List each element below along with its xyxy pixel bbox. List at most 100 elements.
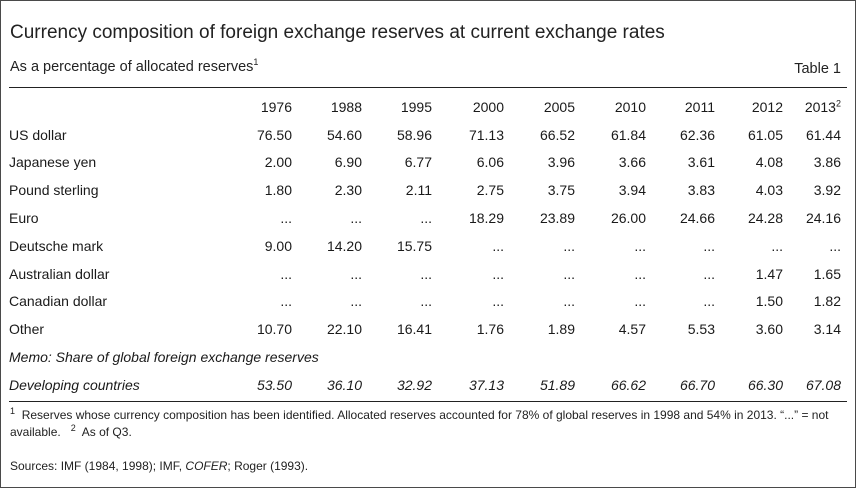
table-cell: 15.75 — [396, 237, 432, 254]
table-cell: 6.77 — [404, 154, 432, 171]
page-title: Currency composition of foreign exchange… — [10, 22, 665, 43]
row-label: Australian dollar — [9, 265, 110, 282]
table-cell: ... — [350, 265, 362, 282]
column-footnote-mark: 2 — [835, 98, 841, 109]
table-cell: 1.50 — [755, 293, 783, 310]
table-cell: ... — [634, 265, 646, 282]
column-header: 2005 — [543, 98, 575, 115]
header-empty — [9, 93, 223, 121]
table-cell: 2.30 — [334, 182, 362, 199]
table-cell: 3.60 — [755, 321, 783, 338]
column-header: 1976 — [260, 98, 292, 115]
table-cell: 1.65 — [813, 265, 841, 282]
table-cell: 3.96 — [547, 154, 575, 171]
row-label: Canadian dollar — [9, 293, 108, 310]
footnote-1-mark: 1 — [10, 406, 16, 416]
table-cell: 3.61 — [687, 154, 715, 171]
table-cell: 16.41 — [396, 321, 432, 338]
table-cell: 2.75 — [476, 182, 504, 199]
table-cell: 3.66 — [618, 154, 646, 171]
table-cell: 10.70 — [256, 321, 292, 338]
sources-line: Sources: IMF (1984, 1998); IMF, COFER; R… — [10, 459, 308, 473]
subtitle: As a percentage of allocated reserves1 — [10, 58, 258, 75]
table-cell: ... — [771, 237, 783, 254]
row-label: US dollar — [9, 126, 67, 143]
table-row: Other 10.70 22.10 16.41 1.76 1.89 4.57 5… — [9, 315, 849, 343]
table-cell: 76.50 — [256, 126, 292, 143]
table-cell: ... — [280, 210, 292, 227]
table-cell: ... — [634, 237, 646, 254]
column-header: 2012 — [751, 98, 783, 115]
column-header-text: 2013 — [804, 98, 836, 115]
table-cell: ... — [492, 293, 504, 310]
table-cell: 36.10 — [326, 376, 362, 393]
table-cell: 66.70 — [679, 376, 715, 393]
table-cell: ... — [829, 237, 841, 254]
table-cell: ... — [703, 237, 715, 254]
table-cell: 9.00 — [264, 237, 292, 254]
table-cell: 66.52 — [539, 126, 575, 143]
table-row: Japanese yen 2.00 6.90 6.77 6.06 3.96 3.… — [9, 149, 849, 177]
table-body: US dollar 76.50 54.60 58.96 71.13 66.52 … — [9, 121, 849, 399]
table-cell: 18.29 — [468, 210, 504, 227]
subtitle-text: As a percentage of allocated reserves — [10, 59, 254, 75]
top-rule — [9, 87, 847, 88]
table-cell: ... — [703, 293, 715, 310]
table-cell: 5.53 — [687, 321, 715, 338]
row-label: Deutsche mark — [9, 237, 104, 254]
table-cell: 24.28 — [747, 210, 783, 227]
column-header: 2000 — [472, 98, 504, 115]
table-cell: ... — [703, 265, 715, 282]
column-header: 1995 — [400, 98, 432, 115]
table-cell: ... — [420, 210, 432, 227]
table-cell: ... — [350, 293, 362, 310]
column-header: 1988 — [330, 98, 362, 115]
table-number-label: Table 1 — [794, 61, 841, 77]
table-cell: 67.08 — [805, 376, 841, 393]
row-label: Other — [9, 321, 45, 338]
table-cell: 61.44 — [805, 126, 841, 143]
memo-row: Developing countries 53.50 36.10 32.92 3… — [9, 371, 849, 399]
row-label: Developing countries — [9, 376, 140, 393]
table-cell: 61.05 — [747, 126, 783, 143]
row-label: Japanese yen — [9, 154, 97, 171]
table-cell: 66.30 — [747, 376, 783, 393]
sources-prefix: Sources: IMF (1984, 1998); IMF, — [10, 459, 186, 473]
memo-heading-row: Memo: Share of global foreign exchange r… — [9, 343, 849, 371]
table-cell: ... — [563, 293, 575, 310]
table-cell: 6.06 — [476, 154, 504, 171]
table-cell: 6.90 — [334, 154, 362, 171]
table-cell: 4.08 — [755, 154, 783, 171]
column-header: 2010 — [614, 98, 646, 115]
reserves-table: 1976 1988 1995 2000 2005 2010 2011 2012 … — [9, 93, 849, 399]
table-cell: 24.16 — [805, 210, 841, 227]
table-row: Canadian dollar ... ... ... ... ... ... … — [9, 288, 849, 316]
table-cell: 1.80 — [264, 182, 292, 199]
table-row: Pound sterling 1.80 2.30 2.11 2.75 3.75 … — [9, 176, 849, 204]
column-header: 2011 — [684, 98, 715, 115]
table-cell: ... — [492, 265, 504, 282]
table-cell: 53.50 — [256, 376, 292, 393]
table-cell: 3.94 — [618, 182, 646, 199]
footnotes: 1 Reserves whose currency composition ha… — [10, 407, 846, 441]
table-cell: ... — [634, 293, 646, 310]
table-cell: 1.82 — [813, 293, 841, 310]
table-cell: 58.96 — [396, 126, 432, 143]
table-cell: 1.89 — [547, 321, 575, 338]
table-cell: ... — [280, 293, 292, 310]
footnote-2-text: As of Q3. — [81, 425, 132, 439]
row-label: Pound sterling — [9, 182, 99, 199]
sources-suffix: ; Roger (1993). — [227, 459, 309, 473]
table-row: Australian dollar ... ... ... ... ... ..… — [9, 260, 849, 288]
table-cell: 2.00 — [264, 154, 292, 171]
table-cell: 61.84 — [610, 126, 646, 143]
table-cell: 71.13 — [468, 126, 504, 143]
row-label: Euro — [9, 210, 39, 227]
table-row: Deutsche mark 9.00 14.20 15.75 ... ... .… — [9, 232, 849, 260]
table-cell: 14.20 — [326, 237, 362, 254]
table-cell: 4.57 — [618, 321, 646, 338]
footnote-1-text: Reserves whose currency composition has … — [10, 408, 829, 439]
table-cell: 3.86 — [813, 154, 841, 171]
table-cell: 66.62 — [610, 376, 646, 393]
